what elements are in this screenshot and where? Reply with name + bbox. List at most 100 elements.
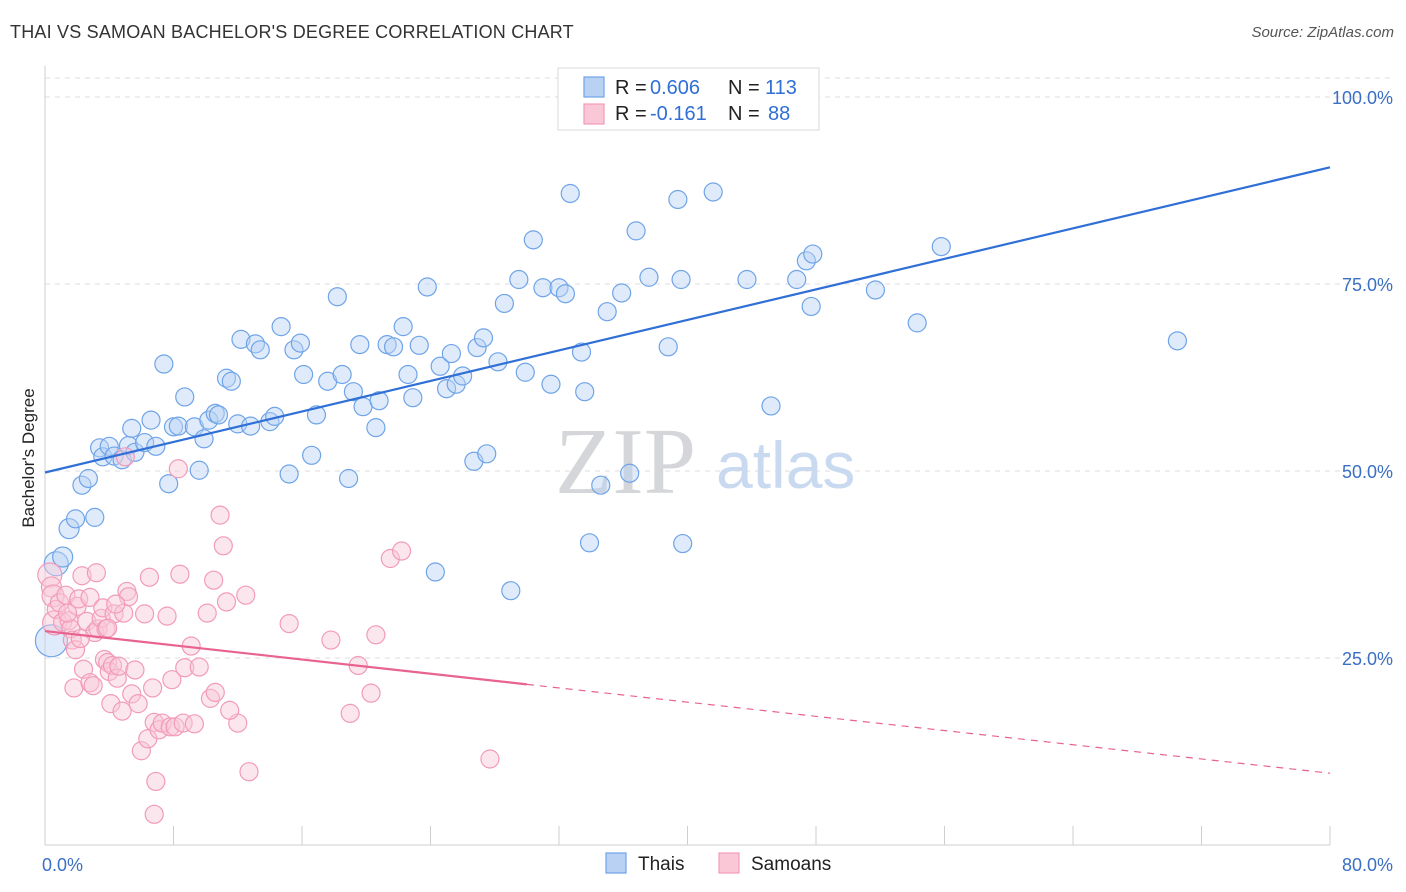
samoans-point (380, 548, 400, 569)
samoans-point (144, 804, 164, 824)
trend-line-thais (44, 166, 1331, 474)
thais-point (205, 403, 225, 424)
thais-point (327, 287, 347, 307)
legend-r-value-samoans: -0.161 (650, 103, 707, 125)
thais-point (58, 517, 80, 540)
samoans-point (131, 741, 151, 761)
thais-point (78, 468, 98, 489)
bottom-legend-swatch-thais (605, 852, 627, 874)
thais-point (626, 221, 646, 241)
thais-point (801, 296, 821, 317)
thais-point (306, 405, 327, 425)
thais-point (787, 269, 807, 290)
thais-point (591, 475, 611, 495)
samoans-point (65, 640, 86, 660)
thais-point (430, 356, 450, 376)
samoans-point (53, 612, 73, 632)
samoans-point (122, 684, 142, 704)
thais-point (668, 189, 688, 210)
thais-point (473, 328, 494, 348)
thais-point (509, 269, 529, 290)
thais-point (189, 460, 209, 480)
thais-point (571, 342, 592, 362)
samoans-point (236, 585, 256, 605)
thais-point (417, 277, 437, 297)
thais-point (579, 533, 600, 553)
bottom-legend-label-samoans: Samoans (751, 854, 831, 875)
thais-point (575, 382, 595, 402)
samoans-point (157, 606, 177, 626)
x-tick-label-end: 80.0% (1342, 855, 1393, 875)
samoans-point (160, 717, 180, 737)
legend-n-label-samoans: N = (728, 103, 760, 125)
thais-point (159, 474, 179, 494)
samoans-point (115, 447, 135, 467)
gridlines (45, 77, 1392, 659)
thais-point (398, 364, 418, 385)
legend-n-value-thais: 113 (765, 77, 797, 99)
samoans-point (170, 564, 190, 584)
samoans-point (239, 762, 259, 782)
samoans-point (366, 625, 386, 645)
thais-point (1167, 331, 1188, 351)
samoans-point (220, 700, 240, 720)
thais-point (436, 379, 457, 399)
samoans-point (205, 682, 225, 703)
thais-point (533, 278, 553, 298)
samoans-point (72, 566, 92, 586)
samoans-point (175, 658, 195, 678)
thais-point (122, 418, 142, 438)
thais-point (366, 418, 386, 438)
samoans-point (104, 604, 124, 624)
thais-point (620, 463, 640, 483)
thais-point (271, 317, 291, 337)
samoans-point (106, 594, 126, 614)
legend-swatch-thais (583, 76, 605, 98)
samoans-point (77, 611, 97, 631)
samoans-point (213, 536, 233, 556)
samoans-point (210, 505, 230, 525)
chart-title: THAI VS SAMOAN BACHELOR'S DEGREE CORRELA… (10, 22, 574, 42)
thais-point (658, 337, 678, 357)
thais-point (290, 333, 310, 353)
legend-r-label-samoans: R = (615, 103, 647, 125)
samoans-point (162, 670, 182, 690)
thais-point (302, 445, 322, 465)
chart-source: Source: ZipAtlas.com (1251, 24, 1394, 41)
thais-point (907, 313, 927, 333)
thais-point (65, 509, 86, 529)
thais-point (673, 533, 693, 554)
samoans-point (125, 660, 145, 680)
thais-point (99, 436, 119, 456)
y-tick-label: 100.0% (1332, 88, 1393, 108)
trend-line-samoans-extrapolated (526, 683, 1331, 774)
samoans-point (57, 603, 78, 623)
samoans-point (340, 703, 360, 723)
samoans-point (184, 714, 204, 734)
thais-point (425, 562, 445, 582)
samoans-point (139, 567, 160, 587)
series-samoans (37, 447, 500, 824)
thais-point (639, 267, 659, 287)
samoans-point (216, 592, 237, 612)
thais-point (231, 329, 251, 349)
samoans-point (480, 749, 500, 769)
samoans-point (86, 563, 107, 583)
bottom-legend-swatch-samoans (718, 852, 740, 874)
thais-point (555, 284, 576, 304)
samoans-point (107, 668, 127, 688)
thais-point (467, 337, 487, 358)
samoans-point (99, 661, 119, 682)
thais-point (403, 388, 423, 408)
thais-point (175, 387, 195, 407)
thais-point (703, 182, 723, 202)
watermark-atlas: atlas (716, 428, 855, 502)
samoans-point (102, 655, 123, 676)
samoans-point (80, 587, 100, 608)
samoans-point (279, 613, 299, 634)
legend-n-value-samoans: 88 (768, 103, 790, 125)
samoans-point (112, 701, 132, 721)
thais-point (803, 244, 823, 264)
samoans-point (146, 771, 166, 792)
y-axis-title: Bachelor's Degree (19, 388, 38, 527)
